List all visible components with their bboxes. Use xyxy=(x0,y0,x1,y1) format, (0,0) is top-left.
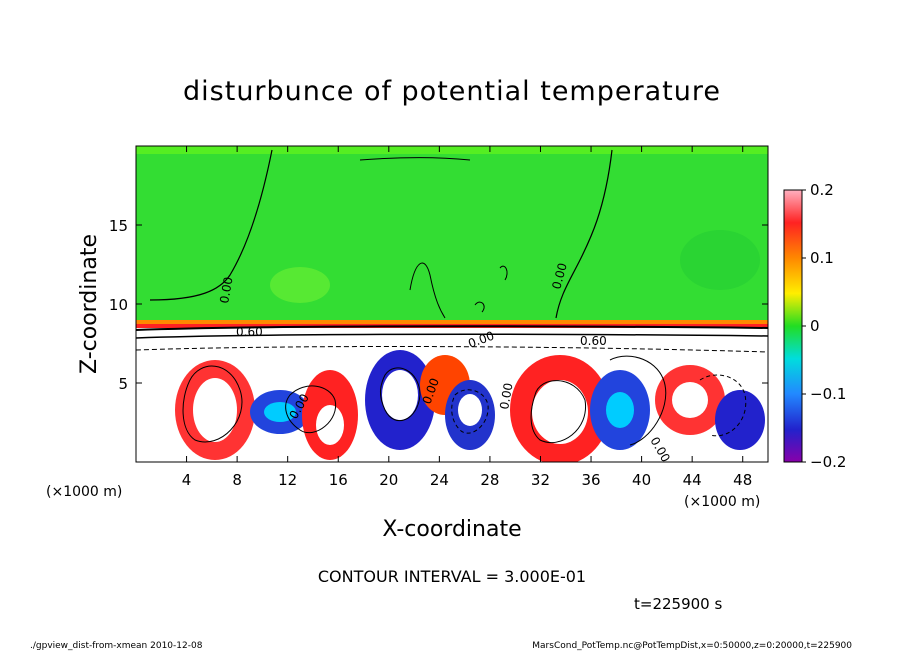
footer-left-text: ./gpview_dist-from-xmean 2010-12-08 xyxy=(30,641,203,651)
x-tick-label: 24 xyxy=(430,471,449,489)
time-label: t=225900 s xyxy=(634,595,723,613)
y-tick-label: 5 xyxy=(118,375,128,393)
x-tick-label: 44 xyxy=(683,471,702,489)
x-axis-ticks: 4 8 12 16 20 24 28 32 36 40 44 48 xyxy=(182,146,752,489)
x-axis-label: X-coordinate xyxy=(382,517,521,542)
contour-label: 0.60 xyxy=(236,325,263,339)
contour-label: 0.00 xyxy=(497,382,515,411)
heatmap-field xyxy=(136,146,768,462)
contour-label-group: 0.00 0.000.60 0.00 0.600.000.00 0.000.00 xyxy=(217,261,673,464)
x-tick-label: 8 xyxy=(232,471,242,489)
footer-right-text: MarsCond_PotTemp.nc@PotTempDist,x=0:5000… xyxy=(532,641,852,651)
x-tick-label: 12 xyxy=(278,471,297,489)
x-tick-label: 40 xyxy=(632,471,651,489)
x-tick-label: 28 xyxy=(480,471,499,489)
contour-label: 0.60 xyxy=(580,334,607,348)
y-axis-ticks: 5 10 15 xyxy=(109,217,768,393)
y-axis-label: Z-coordinate xyxy=(77,234,102,374)
x-tick-label: 4 xyxy=(182,471,192,489)
contour-label: 0.00 xyxy=(217,276,235,305)
y-tick-label: 10 xyxy=(109,296,128,314)
colorbar-tick-label: 0.2 xyxy=(810,181,834,199)
chart-title: disturbunce of potential temperature xyxy=(183,76,721,107)
colorbar-tick-label: −0.1 xyxy=(810,385,846,403)
colorbar-ticks: 0.2 0.1 0 −0.1 −0.2 xyxy=(802,181,846,471)
colorbar-tick-label: 0.1 xyxy=(810,249,834,267)
x-unit-label: (×1000 m) xyxy=(684,494,760,510)
y-unit-label: (×1000 m) xyxy=(46,484,122,500)
x-tick-label: 32 xyxy=(531,471,550,489)
y-tick-label: 15 xyxy=(109,217,128,235)
colorbar-tick-label: 0 xyxy=(810,317,820,335)
colorbar xyxy=(783,189,803,463)
contour-label: 0.00 xyxy=(549,261,569,290)
x-tick-label: 16 xyxy=(329,471,348,489)
colorbar-tick-label: −0.2 xyxy=(810,453,846,471)
x-tick-label: 36 xyxy=(581,471,600,489)
x-tick-label: 20 xyxy=(379,471,398,489)
x-tick-label: 48 xyxy=(733,471,752,489)
contour-interval-text: CONTOUR INTERVAL = 3.000E-01 xyxy=(317,567,587,586)
